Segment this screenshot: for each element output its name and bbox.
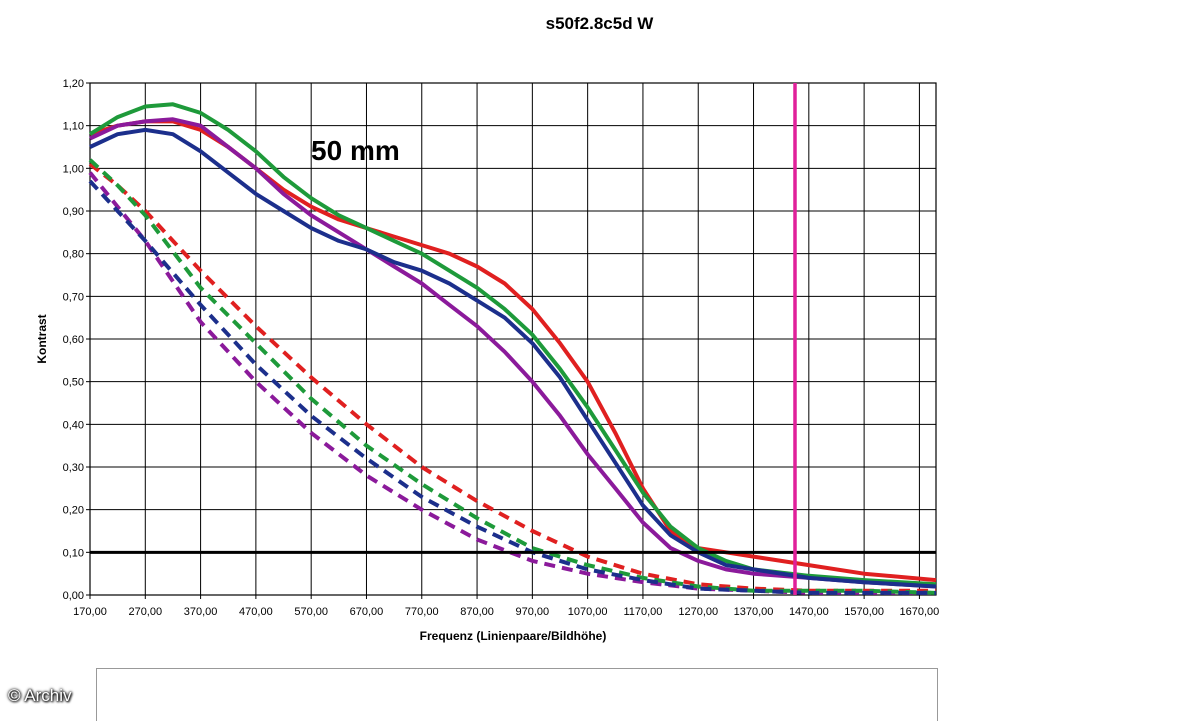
x-tick-label: 170,00 xyxy=(73,606,107,618)
y-tick-label: 0,80 xyxy=(63,249,84,261)
y-axis-label: Kontrast xyxy=(35,314,49,363)
x-tick-label: 370,00 xyxy=(184,606,218,618)
x-tick-label: 1370,00 xyxy=(734,606,774,618)
y-tick-label: 0,60 xyxy=(63,334,84,346)
legend-box xyxy=(96,668,938,721)
series-line xyxy=(88,102,937,587)
y-tick-label: 0,10 xyxy=(63,547,84,559)
series-line xyxy=(88,179,936,595)
x-tick-label: 270,00 xyxy=(128,606,162,618)
x-tick-label: 1470,00 xyxy=(789,606,829,618)
y-tick-label: 0,20 xyxy=(63,505,84,517)
y-tick-label: 0,00 xyxy=(63,590,84,602)
x-tick-label: 470,00 xyxy=(239,606,273,618)
x-tick-label: 670,00 xyxy=(350,606,384,618)
series-line xyxy=(89,117,937,589)
x-tick-label: 1270,00 xyxy=(678,606,718,618)
y-tick-label: 0,30 xyxy=(63,462,84,474)
y-tick-label: 0,70 xyxy=(63,291,84,303)
annotation-50mm: 50 mm xyxy=(311,135,400,166)
series-line xyxy=(88,162,936,593)
x-tick-label: 870,00 xyxy=(460,606,494,618)
y-tick-label: 0,90 xyxy=(63,206,84,218)
series-line xyxy=(88,171,936,595)
series-line xyxy=(89,127,937,589)
x-tick-label: 1570,00 xyxy=(844,606,884,618)
chart-title: s50f2.8c5d W xyxy=(545,14,654,33)
y-tick-label: 1,10 xyxy=(63,121,84,133)
x-tick-label: 970,00 xyxy=(516,606,550,618)
x-tick-label: 570,00 xyxy=(294,606,328,618)
y-tick-label: 1,00 xyxy=(63,163,84,175)
x-tick-label: 1170,00 xyxy=(623,606,662,618)
x-tick-label: 1670,00 xyxy=(900,606,940,618)
x-axis-label: Frequenz (Linienpaare/Bildhöhe) xyxy=(420,629,607,643)
y-tick-label: 0,40 xyxy=(63,419,84,431)
x-tick-label: 770,00 xyxy=(405,606,439,618)
watermark-text: © Archiv xyxy=(8,686,72,705)
x-tick-label: 1070,00 xyxy=(568,606,608,618)
y-tick-label: 1,20 xyxy=(63,78,84,90)
series-line xyxy=(88,158,937,595)
y-tick-label: 0,50 xyxy=(63,377,84,389)
